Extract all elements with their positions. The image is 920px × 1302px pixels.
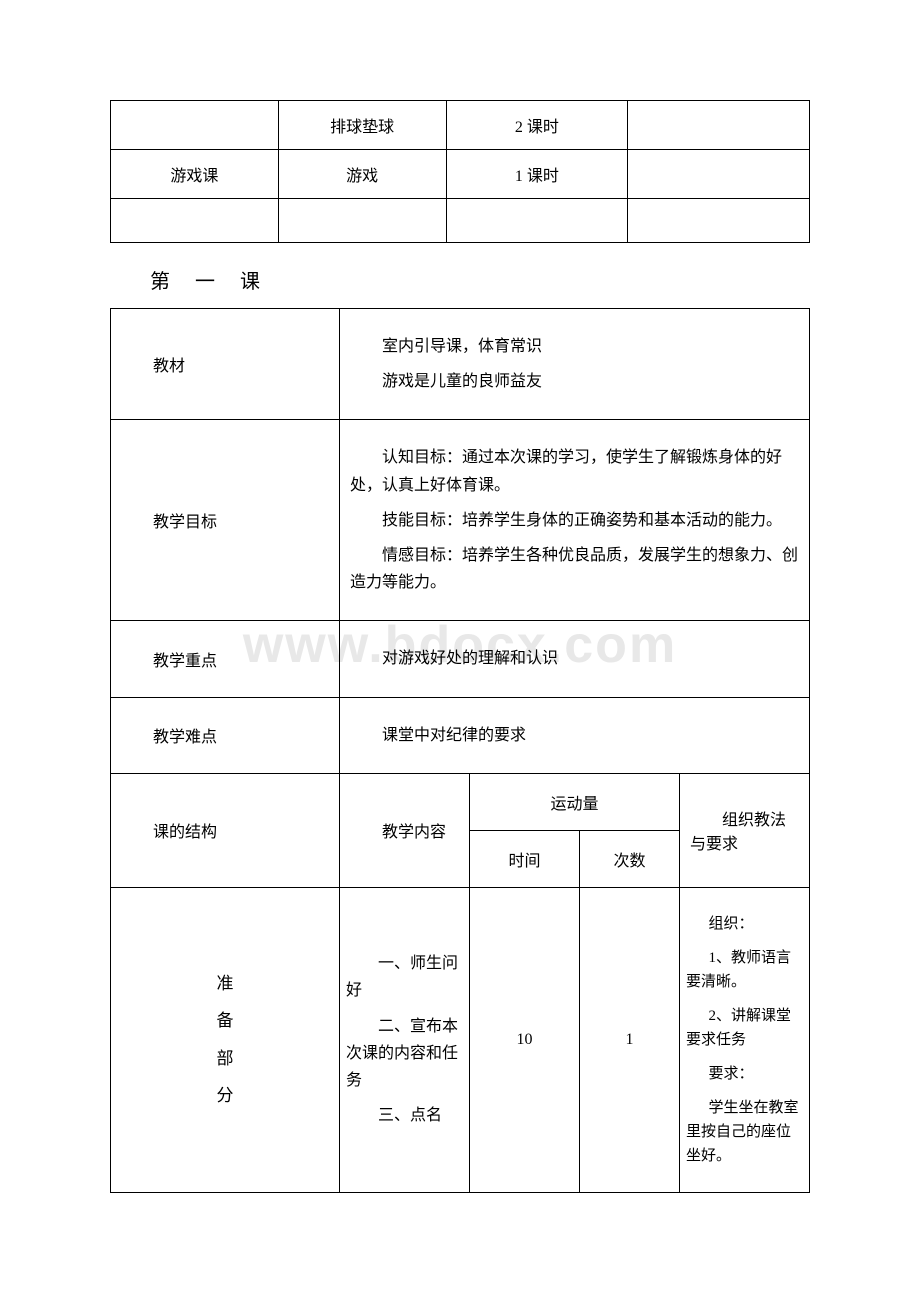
prep-item-3: 三、点名 — [346, 1102, 463, 1129]
keypoint-label: 教学重点 — [111, 621, 340, 697]
prep-section-row: 准 备 部 分 一、师生问好 二、宣布本次课的内容和任务 三、点名 10 1 组… — [111, 887, 810, 1192]
section-title: 第 一 课 — [150, 265, 810, 294]
material-line1: 室内引导课，体育常识 — [350, 333, 799, 360]
prep-char-3: 部 — [121, 1040, 329, 1077]
difficulty-content: 课堂中对纪律的要求 — [340, 697, 810, 773]
org-line-5: 学生坐在教室里按自己的座位坐好。 — [686, 1096, 803, 1168]
prep-title: 准 备 部 分 — [111, 887, 340, 1192]
keypoint-row: 教学重点 对游戏好处的理解和认识 — [111, 621, 810, 697]
top-schedule-table: 排球垫球 2 课时 游戏课 游戏 1 课时 — [110, 100, 810, 243]
difficulty-text: 课堂中对纪律的要求 — [350, 722, 799, 749]
cell: 2 课时 — [446, 101, 628, 150]
lesson-plan-table: 教材 室内引导课，体育常识 游戏是儿童的良师益友 教学目标 认知目标：通过本次课… — [110, 308, 810, 1193]
org-line-3: 2、讲解课堂要求任务 — [686, 1004, 803, 1052]
table-row — [111, 199, 810, 243]
cell — [628, 150, 810, 199]
cell — [446, 199, 628, 243]
objective-label: 教学目标 — [111, 420, 340, 621]
prep-count: 1 — [580, 887, 680, 1192]
prep-char-2: 备 — [121, 1002, 329, 1039]
table-row: 游戏课 游戏 1 课时 — [111, 150, 810, 199]
material-line2: 游戏是儿童的良师益友 — [350, 368, 799, 395]
prep-organization: 组织： 1、教师语言要清晰。 2、讲解课堂要求任务 要求： 学生坐在教室里按自己… — [680, 887, 810, 1192]
cell — [628, 199, 810, 243]
prep-item-2: 二、宣布本次课的内容和任务 — [346, 1013, 463, 1095]
material-label: 教材 — [111, 309, 340, 420]
keypoint-content: 对游戏好处的理解和认识 — [340, 621, 810, 697]
count-label: 次数 — [580, 830, 680, 887]
objective-content: 认知目标：通过本次课的学习，使学生了解锻炼身体的好处，认真上好体育课。 技能目标… — [340, 420, 810, 621]
prep-content: 一、师生问好 二、宣布本次课的内容和任务 三、点名 — [340, 887, 470, 1192]
method-label: 组织教法与要求 — [680, 773, 810, 887]
cell — [628, 101, 810, 150]
content-label: 教学内容 — [340, 773, 470, 887]
objective-3: 情感目标：培养学生各种优良品质，发展学生的想象力、创造力等能力。 — [350, 542, 799, 596]
prep-item-1: 一、师生问好 — [346, 950, 463, 1004]
org-line-1: 组织： — [686, 912, 803, 936]
cell: 1 课时 — [446, 150, 628, 199]
prep-time: 10 — [470, 887, 580, 1192]
cell: 游戏 — [278, 150, 446, 199]
prep-char-4: 分 — [121, 1077, 329, 1114]
prep-char-1: 准 — [121, 965, 329, 1002]
objective-row: 教学目标 认知目标：通过本次课的学习，使学生了解锻炼身体的好处，认真上好体育课。… — [111, 420, 810, 621]
org-line-2: 1、教师语言要清晰。 — [686, 946, 803, 994]
cell: 游戏课 — [111, 150, 279, 199]
time-label: 时间 — [470, 830, 580, 887]
cell: 排球垫球 — [278, 101, 446, 150]
header-row-1: 课的结构 教学内容 运动量 组织教法与要求 — [111, 773, 810, 830]
structure-label: 课的结构 — [111, 773, 340, 887]
org-line-4: 要求： — [686, 1062, 803, 1086]
cell — [278, 199, 446, 243]
material-row: 教材 室内引导课，体育常识 游戏是儿童的良师益友 — [111, 309, 810, 420]
keypoint-text: 对游戏好处的理解和认识 — [350, 645, 799, 672]
difficulty-row: 教学难点 课堂中对纪律的要求 — [111, 697, 810, 773]
difficulty-label: 教学难点 — [111, 697, 340, 773]
material-content: 室内引导课，体育常识 游戏是儿童的良师益友 — [340, 309, 810, 420]
objective-1: 认知目标：通过本次课的学习，使学生了解锻炼身体的好处，认真上好体育课。 — [350, 444, 799, 498]
table-row: 排球垫球 2 课时 — [111, 101, 810, 150]
cell — [111, 199, 279, 243]
objective-2: 技能目标：培养学生身体的正确姿势和基本活动的能力。 — [350, 507, 799, 534]
exercise-label: 运动量 — [470, 773, 680, 830]
cell — [111, 101, 279, 150]
